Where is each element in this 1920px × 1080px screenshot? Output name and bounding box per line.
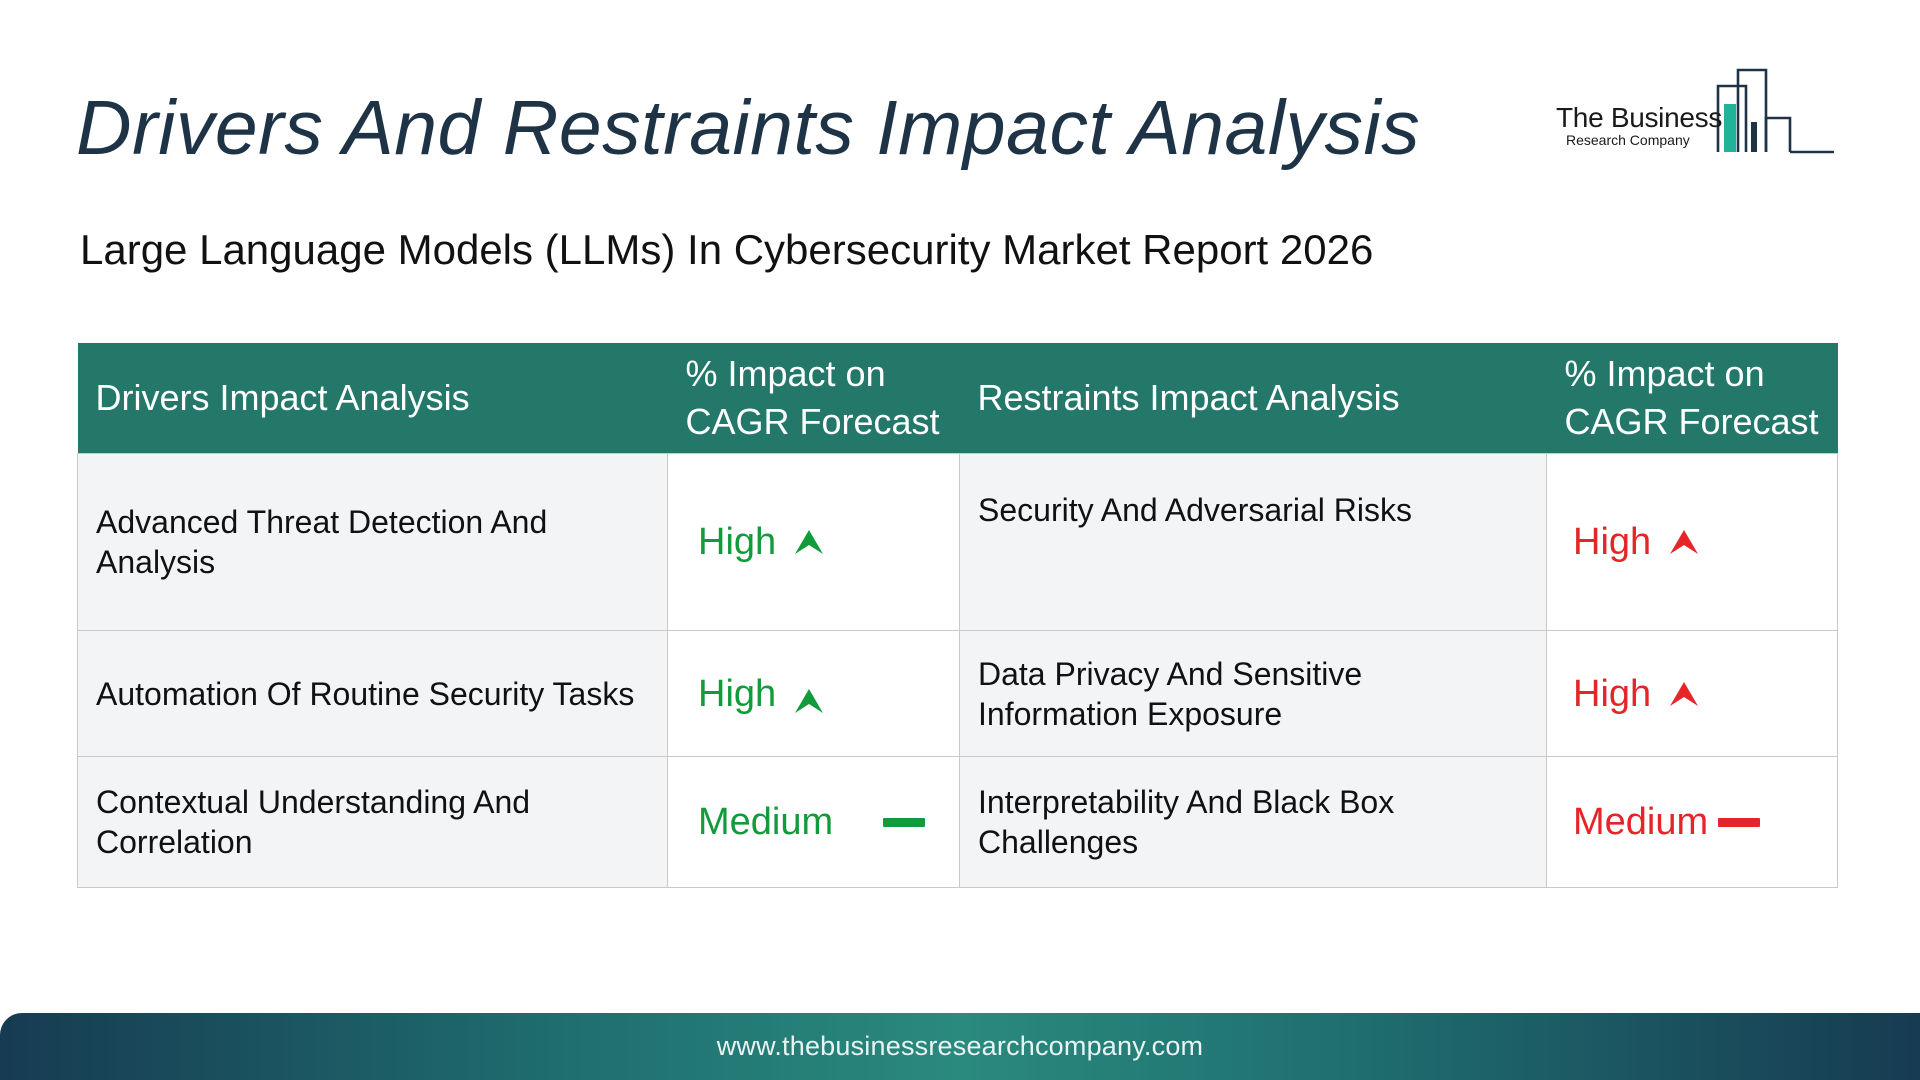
driver-impact-level: High <box>698 521 777 563</box>
driver-impact-cell: High <box>667 630 960 757</box>
table-header-row: Drivers Impact Analysis % Impact on CAGR… <box>77 343 1838 454</box>
restraint-impact-cell: Medium <box>1546 756 1838 888</box>
table-row: Automation Of Routine Security Tasks Hig… <box>77 630 1838 757</box>
driver-name: Automation Of Routine Security Tasks <box>77 630 668 757</box>
table-row: Contextual Understanding And Correlation… <box>77 756 1838 888</box>
company-logo: The Business Research Company <box>1552 64 1842 156</box>
arrow-up-icon <box>795 688 824 713</box>
restraint-impact-level: High <box>1573 521 1652 563</box>
footer-website-link[interactable]: www.thebusinessresearchcompany.com <box>716 1031 1204 1061</box>
dash-icon <box>883 817 926 827</box>
table-row: Advanced Threat Detection And Analysis H… <box>77 453 1838 631</box>
arrow-up-icon <box>1670 681 1699 706</box>
driver-impact-level: High <box>698 672 777 715</box>
driver-impact-cell: Medium <box>667 756 960 888</box>
footer-bar: www.thebusinessresearchcompany.com <box>0 1013 1920 1080</box>
logo-tagline: Research Company <box>1566 132 1690 148</box>
header-restraints: Restraints Impact Analysis <box>959 343 1547 454</box>
restraint-name: Security And Adversarial Risks <box>959 453 1547 631</box>
header-drivers: Drivers Impact Analysis <box>77 343 668 454</box>
arrow-up-icon <box>795 530 824 554</box>
driver-name: Contextual Understanding And Correlation <box>77 756 668 888</box>
restraint-impact-cell: High <box>1546 630 1838 757</box>
restraint-impact-level: Medium <box>1573 801 1709 843</box>
logo-name: The Business <box>1556 102 1723 133</box>
restraint-impact-level: High <box>1573 672 1652 715</box>
page-title: Drivers And Restraints Impact Analysis <box>76 85 1421 171</box>
dash-icon <box>1718 817 1761 827</box>
driver-name: Advanced Threat Detection And Analysis <box>77 453 668 631</box>
restraint-name: Data Privacy And Sensitive Information E… <box>959 630 1547 757</box>
restraint-impact-cell: High <box>1546 453 1838 631</box>
arrow-up-icon <box>1670 530 1699 554</box>
report-subtitle: Large Language Models (LLMs) In Cybersec… <box>80 226 1374 273</box>
impact-table: Drivers Impact Analysis % Impact on CAGR… <box>77 343 1838 888</box>
driver-impact-cell: High <box>667 453 960 631</box>
buildings-logo-icon <box>1716 68 1834 154</box>
driver-impact-level: Medium <box>698 801 834 843</box>
header-drivers-impact: % Impact on CAGR Forecast <box>667 343 960 454</box>
header-restraints-impact: % Impact on CAGR Forecast <box>1546 343 1838 454</box>
restraint-name: Interpretability And Black Box Challenge… <box>959 756 1547 888</box>
